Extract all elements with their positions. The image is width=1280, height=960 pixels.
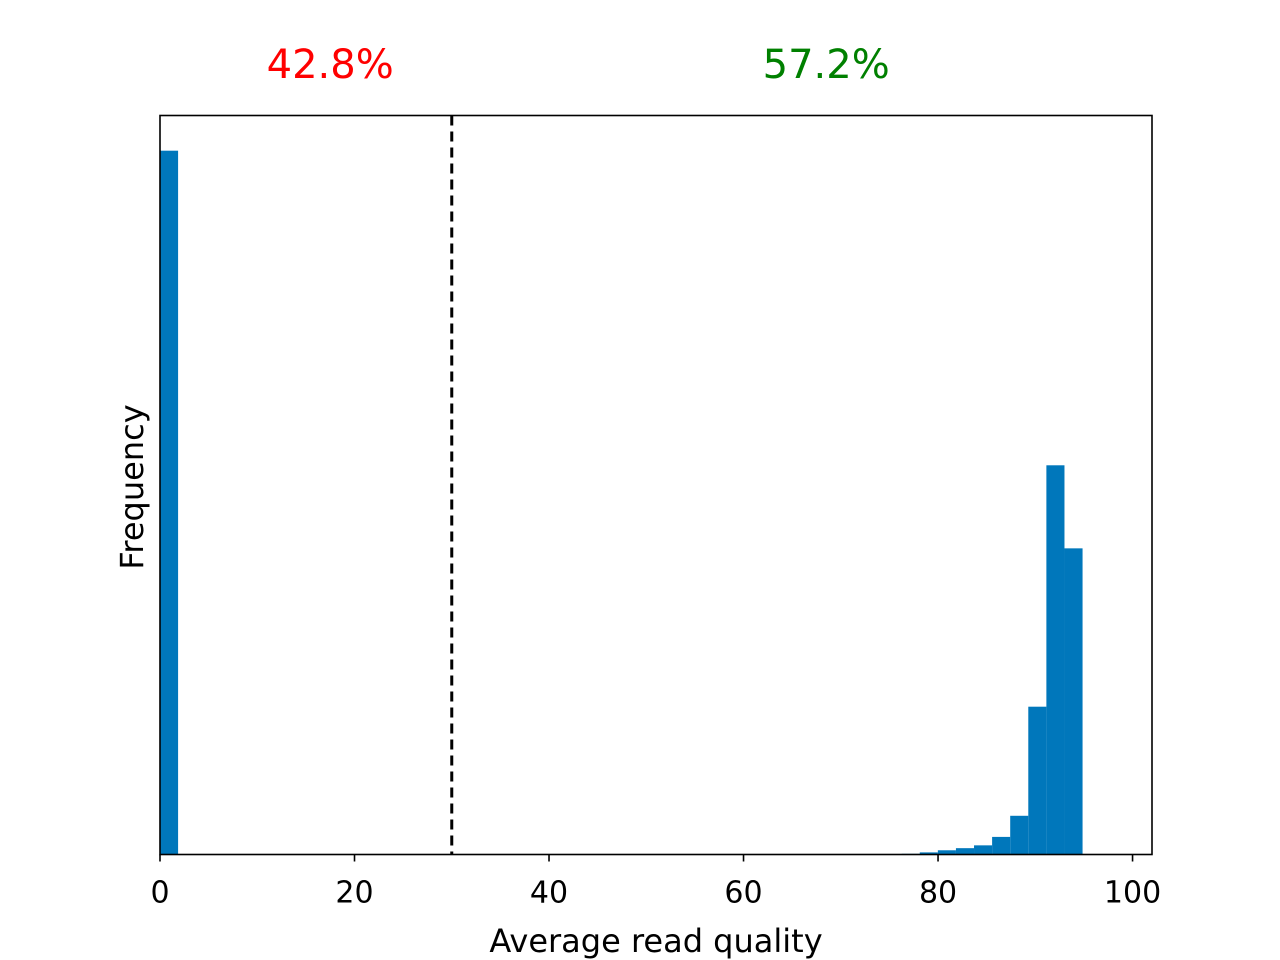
x-tick-label: 100 — [1104, 876, 1161, 911]
bars-layer — [160, 150, 1083, 855]
histogram-bar — [1028, 706, 1047, 855]
x-tick-label: 0 — [150, 876, 169, 911]
histogram-bar — [919, 852, 938, 855]
x-axis-ticks: 0 20 40 60 80 100 — [150, 854, 1161, 911]
histogram-bar — [160, 150, 179, 855]
histogram-bar — [992, 836, 1011, 855]
x-tick-label: 40 — [530, 876, 568, 911]
histogram-bar — [1064, 548, 1083, 855]
percentage-label: 57.2% — [763, 42, 890, 88]
x-axis-title: Average read quality — [489, 922, 822, 960]
plot-frame — [159, 114, 1153, 856]
x-tick-label: 80 — [919, 876, 957, 911]
x-tick-label: 20 — [335, 876, 373, 911]
histogram-bar — [974, 845, 993, 855]
percentage-label: 42.8% — [267, 42, 394, 88]
histogram-bar — [1010, 815, 1029, 855]
histogram-bar — [1046, 465, 1065, 855]
x-tick-label: 60 — [724, 876, 762, 911]
histogram-bar — [937, 850, 956, 855]
histogram-bar — [955, 848, 975, 855]
y-axis-title: Frequency — [113, 404, 151, 569]
annotation-layer: 42.8% 57.2% — [267, 42, 890, 88]
